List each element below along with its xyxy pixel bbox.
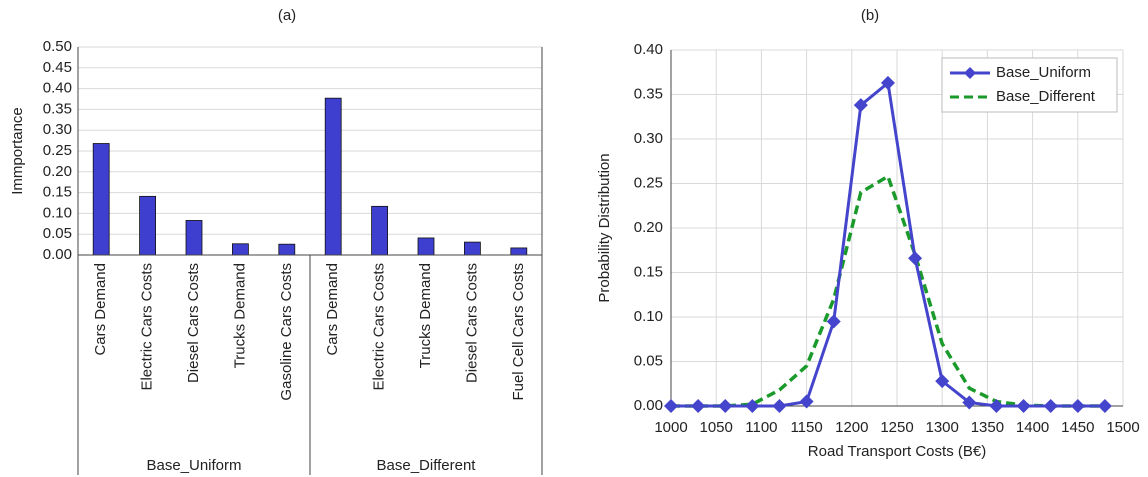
- y-axis-label: Immportance: [9, 107, 26, 195]
- data-point: [1097, 399, 1112, 413]
- x-tick-label: Gasoline Cars Costs: [278, 263, 295, 401]
- data-point: [880, 75, 895, 90]
- x-tick-label: 1400: [1016, 419, 1049, 436]
- y-tick-label: 0.20: [634, 219, 663, 236]
- series-line: [671, 173, 1105, 408]
- bar: [463, 241, 481, 256]
- data-point: [664, 399, 678, 413]
- y-tick-label: 0.05: [43, 225, 72, 242]
- x-tick-label: 1100: [745, 419, 777, 436]
- x-tick-label: Fuel Cell Cars Costs: [510, 263, 527, 401]
- y-tick-label: 0.35: [634, 85, 663, 102]
- data-point: [772, 399, 787, 413]
- legend-label: Base_Different: [996, 88, 1096, 105]
- x-tick-label: Electric Cars Costs: [371, 263, 388, 391]
- y-tick-label: 0.10: [43, 204, 72, 221]
- x-tick-label: Trucks Demand: [417, 263, 434, 368]
- data-point: [853, 98, 868, 113]
- y-tick-label: 0.35: [43, 100, 72, 117]
- x-tick-label: 1300: [926, 419, 959, 436]
- y-tick-label: 0.30: [43, 121, 72, 138]
- y-tick-label: 0.25: [634, 174, 663, 191]
- y-tick-label: 0.40: [43, 80, 72, 97]
- bar: [371, 205, 389, 256]
- bar: [185, 220, 203, 256]
- data-point: [826, 314, 841, 329]
- data-point: [718, 399, 733, 413]
- x-tick-label: 1450: [1061, 419, 1094, 436]
- x-tick-label: Cars Demand: [324, 263, 341, 356]
- x-tick-label: Trucks Demand: [231, 263, 248, 368]
- series-line: [671, 80, 1105, 408]
- x-axis-label: Road Transport Costs (B€): [808, 443, 986, 460]
- bar: [92, 143, 110, 256]
- group-label: Base_Different: [377, 457, 477, 474]
- x-tick-label: 1200: [835, 419, 868, 436]
- y-tick-label: 0.00: [634, 397, 663, 414]
- x-tick-label: Diesel Cars Costs: [463, 263, 480, 383]
- x-tick-label: 1250: [880, 419, 913, 436]
- y-tick-label: 0.50: [43, 38, 72, 55]
- y-axis-label: Probability Distribution: [596, 153, 613, 302]
- data-point: [799, 394, 814, 409]
- legend-marker: [964, 67, 976, 79]
- y-tick-label: 0.40: [634, 41, 663, 58]
- legend-box: [941, 57, 1118, 113]
- data-point: [745, 399, 760, 413]
- y-tick-label: 0.05: [634, 352, 663, 369]
- data-point: [1043, 399, 1058, 413]
- y-tick-label: 0.15: [634, 263, 663, 280]
- x-tick-label: 1350: [971, 419, 1004, 436]
- y-tick-label: 0.20: [43, 163, 72, 180]
- y-tick-label: 0.10: [634, 308, 663, 325]
- bar: [231, 243, 249, 256]
- x-tick-label: Diesel Cars Costs: [185, 263, 202, 383]
- data-point: [1070, 399, 1085, 413]
- data-point: [1016, 399, 1031, 413]
- data-point: [989, 399, 1004, 413]
- y-tick-label: 0.45: [43, 59, 72, 76]
- bar: [417, 237, 435, 256]
- y-tick-label: 0.30: [634, 130, 663, 147]
- x-tick-label: 1500: [1106, 419, 1139, 436]
- y-tick-label: 0.25: [43, 142, 72, 159]
- x-tick-label: 1150: [790, 419, 822, 436]
- bar: [510, 247, 528, 256]
- bar: [278, 243, 296, 256]
- panel-title: (b): [861, 7, 879, 24]
- group-label: Base_Uniform: [146, 457, 241, 474]
- bar: [324, 97, 342, 256]
- y-tick-label: 0.00: [43, 246, 72, 263]
- data-point: [962, 395, 977, 410]
- panel-title: (a): [278, 7, 296, 24]
- y-tick-label: 0.15: [43, 184, 72, 201]
- x-tick-label: 1050: [700, 419, 733, 436]
- bar: [139, 195, 157, 256]
- x-tick-label: Cars Demand: [92, 263, 109, 356]
- data-point: [908, 251, 923, 266]
- legend-label: Base_Uniform: [996, 64, 1091, 81]
- data-point: [935, 374, 950, 389]
- x-tick-label: 1000: [654, 419, 687, 436]
- data-point: [691, 399, 706, 413]
- x-tick-label: Electric Cars Costs: [139, 263, 156, 391]
